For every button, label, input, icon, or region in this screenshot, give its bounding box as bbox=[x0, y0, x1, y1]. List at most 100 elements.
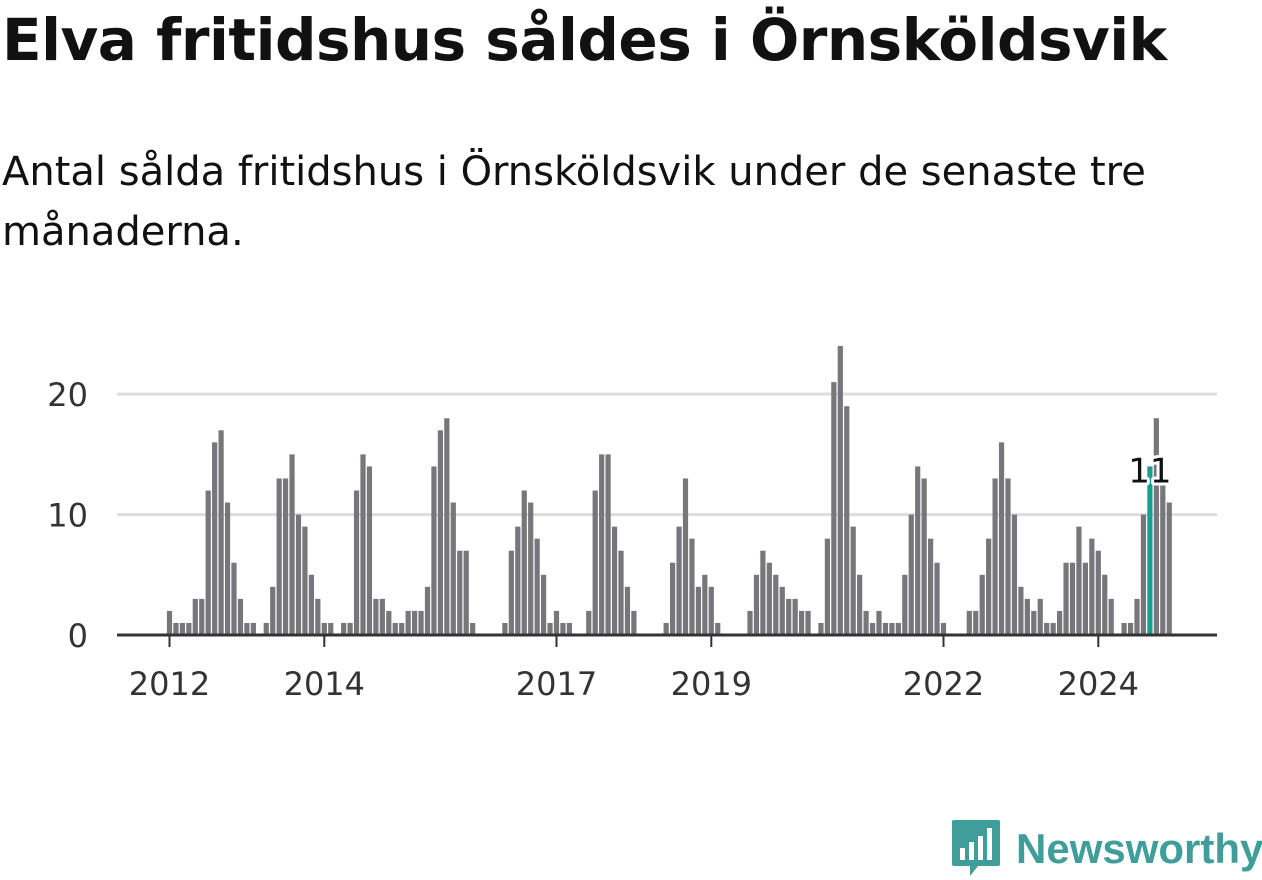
bar bbox=[631, 610, 637, 635]
bar bbox=[624, 586, 631, 635]
bar bbox=[283, 478, 289, 635]
bar bbox=[973, 610, 979, 635]
bar bbox=[534, 538, 540, 635]
y-tick-label: 20 bbox=[47, 376, 88, 414]
bar bbox=[237, 598, 244, 636]
bar bbox=[321, 622, 327, 635]
y-tick-label: 0 bbox=[68, 617, 88, 655]
bar bbox=[998, 442, 1005, 635]
bar bbox=[341, 622, 347, 635]
bar bbox=[1140, 514, 1147, 635]
bar bbox=[792, 598, 798, 636]
bar bbox=[308, 574, 314, 635]
bar bbox=[934, 562, 940, 635]
bar bbox=[818, 622, 824, 635]
bar bbox=[695, 586, 701, 635]
bars bbox=[166, 346, 1172, 636]
bar bbox=[263, 622, 269, 635]
bar bbox=[457, 550, 463, 635]
bar bbox=[386, 610, 392, 635]
bar bbox=[166, 610, 173, 635]
bar bbox=[869, 622, 876, 635]
x-tick-label: 2019 bbox=[671, 665, 752, 703]
bar bbox=[424, 586, 431, 635]
bar bbox=[747, 610, 753, 635]
bar bbox=[876, 610, 882, 635]
bar bbox=[1076, 526, 1082, 636]
bar bbox=[586, 610, 592, 635]
bar bbox=[760, 550, 766, 635]
bar bbox=[663, 622, 669, 635]
bar bbox=[528, 502, 534, 635]
bar bbox=[244, 622, 250, 635]
bar bbox=[766, 562, 772, 635]
bar bbox=[431, 466, 437, 635]
bar bbox=[1160, 466, 1166, 635]
bar bbox=[541, 574, 547, 635]
bar bbox=[212, 442, 218, 635]
bar bbox=[715, 622, 721, 635]
chart-title: Elva fritidshus såldes i Örnsköldsvik bbox=[2, 6, 1167, 74]
y-axis-ticks: 0 10 20 bbox=[47, 376, 88, 655]
bar bbox=[831, 382, 837, 636]
x-axis-ticks: 2012 2014 2017 2019 2022 2024 bbox=[129, 635, 1139, 703]
bar bbox=[553, 610, 560, 635]
bar bbox=[1134, 598, 1140, 636]
bar bbox=[379, 598, 385, 636]
bar bbox=[231, 562, 237, 635]
bar bbox=[992, 478, 998, 635]
bar bbox=[186, 622, 192, 635]
bar bbox=[895, 622, 901, 635]
bar bbox=[224, 502, 231, 635]
bar bbox=[773, 574, 779, 635]
bar bbox=[302, 526, 308, 636]
bar bbox=[850, 526, 856, 636]
bar bbox=[1018, 586, 1024, 635]
bar bbox=[199, 598, 205, 636]
bar bbox=[366, 466, 373, 635]
x-tick-label: 2014 bbox=[284, 665, 365, 703]
bar bbox=[915, 466, 921, 635]
bar bbox=[1082, 562, 1088, 635]
bar bbox=[450, 502, 456, 635]
bar bbox=[889, 622, 895, 635]
bar bbox=[463, 550, 469, 635]
bar bbox=[1127, 622, 1134, 635]
bar bbox=[347, 622, 353, 635]
bar bbox=[412, 610, 418, 635]
bar bbox=[702, 574, 708, 635]
bar bbox=[502, 622, 508, 635]
bar bbox=[192, 598, 198, 636]
bar bbox=[218, 430, 224, 635]
chart-subtitle: Antal sålda fritidshus i Örnsköldsvik un… bbox=[2, 149, 1146, 255]
x-tick-label: 2012 bbox=[129, 665, 210, 703]
bar bbox=[179, 622, 185, 635]
bar bbox=[399, 622, 405, 635]
bar bbox=[1121, 622, 1127, 635]
bar bbox=[1063, 562, 1069, 635]
bar bbox=[779, 586, 785, 635]
bar bbox=[844, 406, 850, 635]
bar bbox=[592, 490, 598, 635]
bar bbox=[418, 610, 424, 635]
bar bbox=[670, 562, 676, 635]
bar bbox=[1166, 502, 1172, 635]
bar bbox=[786, 598, 792, 636]
x-tick-label: 2022 bbox=[903, 665, 984, 703]
bar bbox=[1069, 562, 1076, 635]
bar bbox=[328, 622, 334, 635]
bar bbox=[799, 610, 805, 635]
bar bbox=[566, 622, 572, 635]
bar bbox=[837, 346, 843, 635]
bar bbox=[276, 478, 282, 635]
bar bbox=[921, 478, 927, 635]
bar bbox=[1050, 622, 1056, 635]
bar bbox=[1102, 574, 1108, 635]
bar bbox=[940, 622, 947, 635]
bar-chart: 0 10 20 2012 2014 2017 2019 2022 2024 11 bbox=[47, 346, 1217, 703]
brand-name: Newsworthy bbox=[1016, 825, 1262, 872]
bar bbox=[289, 454, 295, 636]
bar bbox=[360, 454, 366, 636]
bar bbox=[682, 478, 689, 635]
bar bbox=[979, 574, 985, 635]
